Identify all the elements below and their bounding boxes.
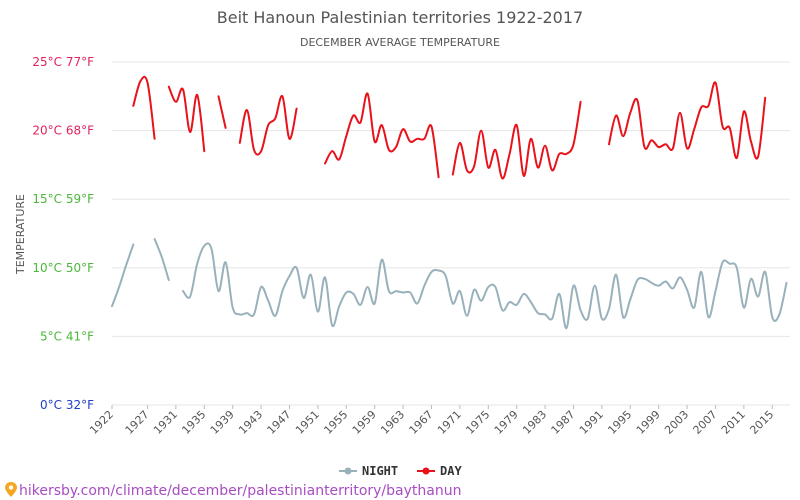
x-tick-label: 1922 [87, 408, 116, 437]
series-line-night [111, 243, 135, 308]
series-line-day [217, 95, 227, 129]
x-tick-label: 1999 [634, 408, 663, 437]
y-tick-label: 25°C 77°F [32, 55, 94, 69]
x-tick-label: 1947 [265, 408, 294, 437]
y-tick-label: 20°C 68°F [32, 124, 94, 138]
chart-title: Beit Hanoun Palestinian territories 1922… [217, 8, 583, 27]
series-line-day [608, 81, 767, 160]
x-tick-label: 2015 [747, 408, 776, 437]
x-tick-label: 2007 [691, 408, 720, 437]
legend-day-label: DAY [440, 464, 462, 478]
y-axis-ticks: 25°C 77°F 20°C 68°F 15°C 59°F 10°C 50°F 5°C … [32, 55, 94, 412]
chart-subtitle: DECEMBER AVERAGE TEMPERATURE [300, 36, 500, 49]
series-line-night [182, 242, 788, 330]
x-tick-label: 1995 [605, 408, 634, 437]
footer-link[interactable]: hikersby.com/climate/december/palestinia… [5, 482, 461, 499]
x-tick-label: 2003 [662, 408, 691, 437]
legend-item-night[interactable]: NIGHT [339, 464, 398, 478]
legend-item-day[interactable]: DAY [417, 464, 462, 478]
footer-url: hikersby.com/climate/december/palestinia… [19, 483, 461, 499]
x-tick-label: 2011 [719, 408, 748, 437]
legend-night-marker [344, 467, 352, 475]
series-line-day [167, 85, 206, 153]
series-line-day [451, 100, 582, 180]
grid-lines [112, 61, 790, 406]
y-axis-label: TEMPERATURE [14, 194, 27, 275]
x-axis-ticks: 1922 1927 1931 1935 1939 1943 1947 1951 1955 1959… [87, 405, 776, 437]
y-tick-label: 15°C 59°F [32, 192, 94, 206]
series-line-day [132, 75, 156, 140]
y-tick-label: 10°C 50°F [32, 261, 94, 275]
x-tick-label: 1951 [293, 408, 322, 437]
x-tick-label: 1987 [549, 408, 578, 437]
x-tick-label: 1927 [123, 408, 152, 437]
x-tick-label: 1967 [407, 408, 436, 437]
legend: NIGHT DAY [339, 464, 462, 478]
y-tick-label: 5°C 41°F [40, 329, 94, 343]
x-tick-label: 1975 [463, 408, 492, 437]
x-tick-label: 1991 [577, 408, 606, 437]
x-tick-label: 1979 [492, 408, 521, 437]
x-tick-label: 1935 [179, 408, 208, 437]
legend-night-label: NIGHT [362, 464, 398, 478]
location-pin-icon [5, 482, 17, 497]
x-tick-label: 1955 [321, 408, 350, 437]
legend-day-marker [422, 467, 430, 475]
x-tick-label: 1931 [151, 408, 180, 437]
series-line-day [238, 95, 298, 156]
x-tick-label: 1943 [236, 408, 265, 437]
series-lines [111, 75, 788, 330]
series-line-day [324, 92, 440, 179]
y-tick-label: 0°C 32°F [40, 398, 94, 412]
x-tick-label: 1959 [350, 408, 379, 437]
x-tick-label: 1939 [208, 408, 237, 437]
x-tick-label: 1971 [435, 408, 464, 437]
x-tick-label: 1963 [378, 408, 407, 437]
x-tick-label: 1983 [520, 408, 549, 437]
series-line-night [153, 238, 170, 282]
